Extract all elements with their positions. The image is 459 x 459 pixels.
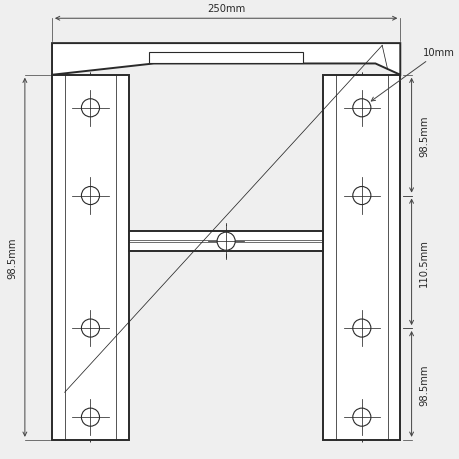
Bar	[149, 53, 302, 64]
Bar	[129, 231, 323, 252]
Circle shape	[81, 319, 99, 337]
Polygon shape	[52, 44, 399, 76]
Bar	[323, 76, 399, 440]
Text: 98.5mm: 98.5mm	[7, 237, 17, 279]
Circle shape	[352, 187, 370, 205]
Text: 110.5mm: 110.5mm	[418, 238, 428, 286]
Circle shape	[81, 187, 99, 205]
Text: 98.5mm: 98.5mm	[418, 115, 428, 157]
Bar	[52, 76, 129, 440]
Circle shape	[81, 408, 99, 426]
Circle shape	[81, 100, 99, 118]
Text: 250mm: 250mm	[207, 4, 245, 14]
Circle shape	[352, 408, 370, 426]
Circle shape	[217, 233, 235, 251]
Text: 98.5mm: 98.5mm	[418, 364, 428, 405]
Text: 10mm: 10mm	[370, 48, 454, 102]
Circle shape	[352, 319, 370, 337]
Circle shape	[352, 100, 370, 118]
